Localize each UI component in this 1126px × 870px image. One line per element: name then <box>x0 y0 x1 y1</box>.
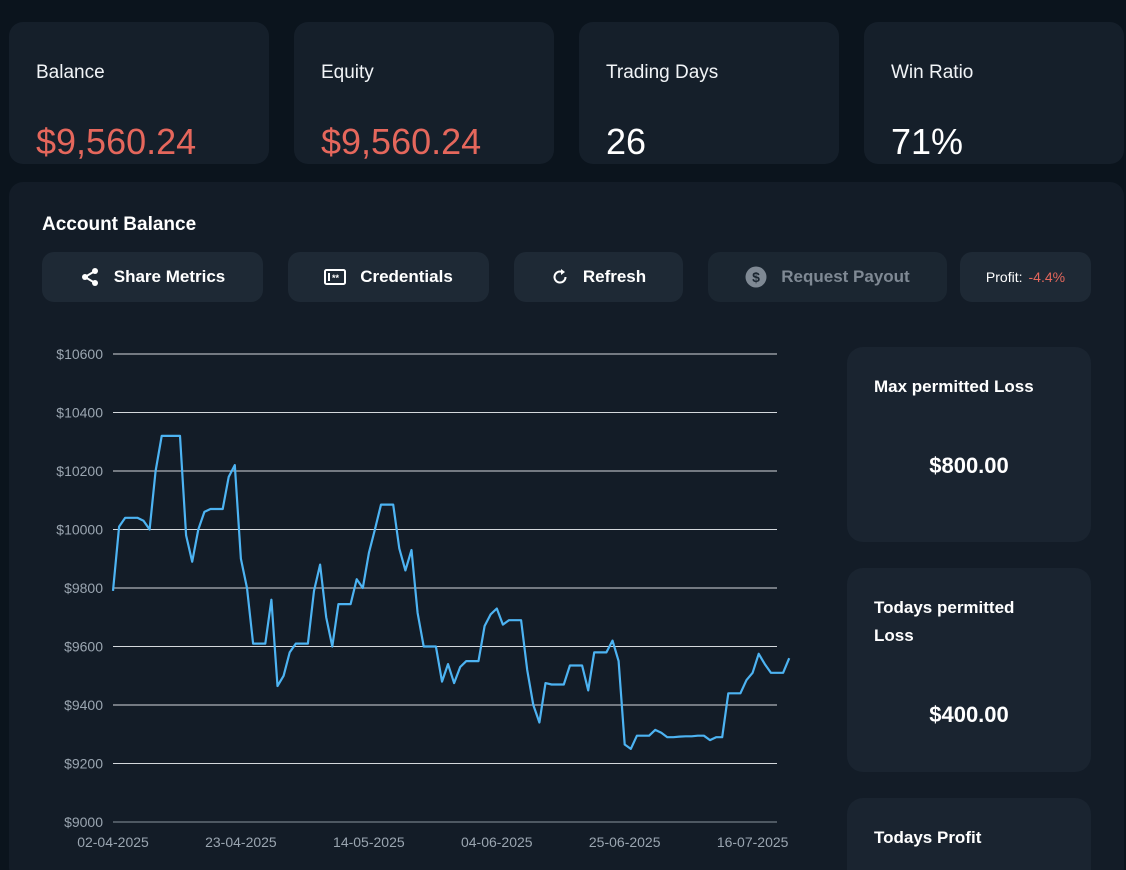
share-metrics-button[interactable]: Share Metrics <box>42 252 263 302</box>
equity-card: Equity $9,560.24 <box>294 22 554 164</box>
balance-label: Balance <box>36 62 105 83</box>
profit-label: Profit: <box>985 269 1023 285</box>
request-payout-label: Request Payout <box>781 267 910 286</box>
share-metrics-label: Share Metrics <box>113 267 226 286</box>
trading-days-label: Trading Days <box>606 62 719 83</box>
y-tick-label: $9200 <box>64 756 103 772</box>
y-tick-label: $10400 <box>56 405 103 421</box>
today-profit-card: Todays Profit <box>847 798 1091 870</box>
svg-text:**: ** <box>332 273 340 283</box>
y-tick-label: $9800 <box>64 580 103 596</box>
x-tick-label: 02-04-2025 <box>77 834 149 850</box>
x-tick-label: 25-06-2025 <box>589 834 661 850</box>
share-icon <box>80 267 100 287</box>
win-ratio-card: Win Ratio 71% <box>864 22 1124 164</box>
today-loss-title: Todays permitted Loss <box>874 598 1015 645</box>
x-tick-label: 16-07-2025 <box>717 834 789 850</box>
today-loss-card: Todays permitted Loss $400.00 <box>847 568 1091 772</box>
y-tick-label: $10000 <box>56 522 103 538</box>
account-balance-panel: Account Balance Share Metrics ** Credent… <box>9 182 1124 870</box>
equity-label: Equity <box>321 62 374 83</box>
credentials-label: Credentials <box>360 267 453 286</box>
profit-indicator: Profit: -4.4% <box>960 252 1091 302</box>
y-tick-label: $9600 <box>64 639 103 655</box>
refresh-icon <box>551 268 569 286</box>
equity-value: $9,560.24 <box>321 121 482 162</box>
profit-value: -4.4% <box>1028 269 1066 285</box>
balance-series-line <box>111 434 791 751</box>
win-ratio-label: Win Ratio <box>891 62 974 83</box>
credentials-button[interactable]: ** Credentials <box>288 252 489 302</box>
y-tick-label: $9400 <box>64 697 103 713</box>
panel-title: Account Balance <box>42 214 197 235</box>
max-loss-title: Max permitted Loss <box>874 377 1034 396</box>
y-tick-label: $10600 <box>56 346 103 362</box>
max-loss-card: Max permitted Loss $800.00 <box>847 347 1091 542</box>
refresh-label: Refresh <box>582 267 647 286</box>
x-tick-label: 23-04-2025 <box>205 834 277 850</box>
request-payout-button[interactable]: $ Request Payout <box>708 252 947 302</box>
password-icon: ** <box>324 269 347 285</box>
balance-chart: $9000 $9200 $9400 $9600 $9800 $10000 $10200 $10… <box>56 346 791 850</box>
max-loss-value: $800.00 <box>929 453 1009 478</box>
balance-card: Balance $9,560.24 <box>9 22 269 164</box>
trading-days-value: 26 <box>606 121 647 162</box>
y-tick-label: $10200 <box>56 463 103 479</box>
dollar-coin-icon: $ <box>745 266 767 288</box>
x-tick-label: 04-06-2025 <box>461 834 533 850</box>
balance-value: $9,560.24 <box>36 121 197 162</box>
win-ratio-value: 71% <box>891 121 964 162</box>
today-profit-title: Todays Profit <box>874 828 982 847</box>
svg-text:$: $ <box>752 269 760 285</box>
y-tick-label: $9000 <box>64 814 103 830</box>
x-tick-label: 14-05-2025 <box>333 834 405 850</box>
today-loss-value: $400.00 <box>929 702 1009 727</box>
trading-days-card: Trading Days 26 <box>579 22 839 164</box>
refresh-button[interactable]: Refresh <box>514 252 683 302</box>
